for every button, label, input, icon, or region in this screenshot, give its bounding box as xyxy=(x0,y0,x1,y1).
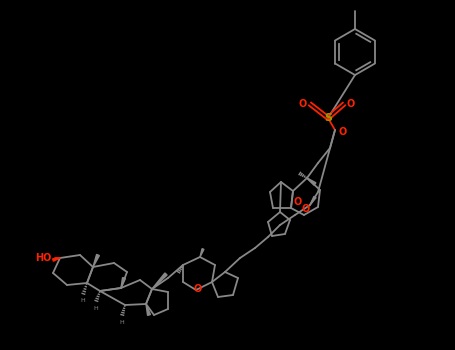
Text: H: H xyxy=(94,306,98,310)
Text: HO: HO xyxy=(35,253,51,263)
Polygon shape xyxy=(152,273,167,289)
Text: O: O xyxy=(301,203,309,214)
Text: H: H xyxy=(81,298,86,302)
Polygon shape xyxy=(93,254,99,267)
Text: H: H xyxy=(120,320,124,324)
Text: O: O xyxy=(294,197,302,207)
Polygon shape xyxy=(200,248,204,257)
Text: O: O xyxy=(347,99,355,109)
Polygon shape xyxy=(53,258,60,261)
Polygon shape xyxy=(146,304,151,315)
Polygon shape xyxy=(121,278,126,288)
Polygon shape xyxy=(307,178,316,185)
Polygon shape xyxy=(310,196,316,205)
Text: O: O xyxy=(339,127,347,137)
Text: O: O xyxy=(194,284,202,294)
Text: S: S xyxy=(324,113,332,123)
Text: O: O xyxy=(299,99,307,109)
